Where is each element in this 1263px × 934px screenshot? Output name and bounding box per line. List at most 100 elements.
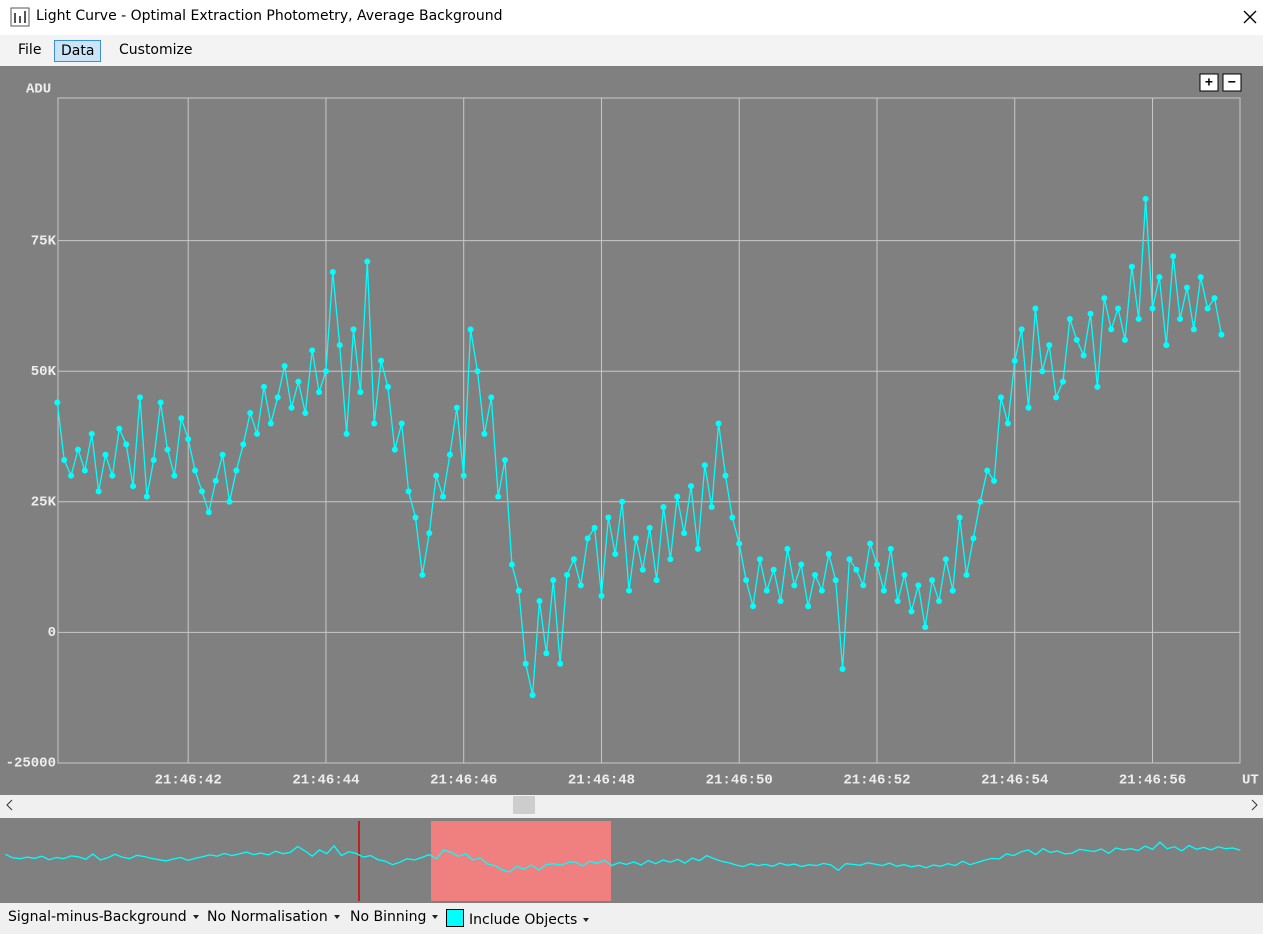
data-point bbox=[660, 504, 667, 511]
normalisation-dropdown[interactable]: No Normalisation bbox=[207, 909, 340, 925]
data-point bbox=[198, 488, 205, 495]
data-point bbox=[763, 587, 770, 594]
data-point bbox=[722, 472, 729, 479]
data-point bbox=[577, 582, 584, 589]
data-point bbox=[832, 577, 839, 584]
data-point bbox=[467, 326, 474, 333]
data-point bbox=[419, 571, 426, 578]
title-bar: Light Curve - Optimal Extraction Photome… bbox=[0, 0, 1263, 35]
signal-dropdown[interactable]: Signal-minus-Background bbox=[8, 909, 199, 925]
data-point bbox=[977, 498, 984, 505]
data-point bbox=[1053, 394, 1060, 401]
data-point bbox=[873, 561, 880, 568]
close-button[interactable] bbox=[1242, 9, 1258, 25]
data-point bbox=[1101, 295, 1108, 302]
data-point bbox=[708, 504, 715, 511]
data-point bbox=[991, 477, 998, 484]
objects-dropdown[interactable]: Include Objects bbox=[446, 909, 590, 928]
data-point bbox=[543, 650, 550, 657]
data-point bbox=[378, 357, 385, 364]
data-point bbox=[777, 598, 784, 605]
data-point bbox=[453, 404, 460, 411]
scroll-thumb[interactable] bbox=[513, 796, 535, 814]
data-point bbox=[729, 514, 736, 521]
data-point bbox=[316, 389, 323, 396]
window-title: Light Curve - Optimal Extraction Photome… bbox=[36, 8, 503, 24]
data-point bbox=[68, 472, 75, 479]
menu-item[interactable]: File bbox=[18, 42, 42, 58]
zoom-in-button[interactable] bbox=[1199, 73, 1219, 92]
data-point bbox=[143, 493, 150, 500]
data-point bbox=[1170, 253, 1177, 260]
data-point bbox=[529, 692, 536, 699]
zoom-out-button[interactable] bbox=[1222, 73, 1242, 92]
data-point bbox=[295, 378, 302, 385]
scroll-right[interactable] bbox=[1251, 799, 1258, 811]
data-point bbox=[136, 394, 143, 401]
scroll-left[interactable] bbox=[6, 799, 13, 811]
data-point bbox=[433, 472, 440, 479]
data-point bbox=[1094, 383, 1101, 390]
y-axis-label: ADU bbox=[26, 82, 51, 98]
x-tick-label: 21:46:50 bbox=[706, 773, 773, 789]
data-point bbox=[867, 540, 874, 547]
data-point bbox=[192, 467, 199, 474]
data-point bbox=[116, 425, 123, 432]
data-point bbox=[481, 430, 488, 437]
dropdown-label: Signal-minus-Background bbox=[8, 909, 187, 925]
scrollbar-graphics bbox=[6, 796, 1258, 814]
data-point bbox=[1059, 378, 1066, 385]
menu-item[interactable]: Data bbox=[54, 40, 102, 62]
data-point bbox=[1004, 420, 1011, 427]
data-point bbox=[309, 347, 316, 354]
x-tick-label: 21:46:54 bbox=[981, 773, 1048, 789]
data-point bbox=[1011, 357, 1018, 364]
data-point bbox=[515, 587, 522, 594]
data-point bbox=[1163, 342, 1170, 349]
data-point bbox=[164, 446, 171, 453]
y-tick-label: 50K bbox=[31, 364, 57, 380]
binning-dropdown[interactable]: No Binning bbox=[350, 909, 439, 925]
overview-selection[interactable] bbox=[431, 821, 611, 901]
data-point bbox=[212, 477, 219, 484]
data-point bbox=[1156, 274, 1163, 281]
y-tick-label: -25000 bbox=[6, 756, 56, 772]
data-point bbox=[791, 582, 798, 589]
data-point bbox=[95, 488, 102, 495]
data-point bbox=[1115, 305, 1122, 312]
dropdown-label: No Normalisation bbox=[207, 909, 328, 925]
data-point bbox=[1087, 310, 1094, 317]
data-point bbox=[343, 430, 350, 437]
data-point bbox=[440, 493, 447, 500]
data-point bbox=[1190, 326, 1197, 333]
data-point bbox=[364, 258, 371, 265]
menu-item[interactable]: Customize bbox=[119, 42, 193, 58]
data-point bbox=[1183, 284, 1190, 291]
data-point bbox=[942, 556, 949, 563]
data-point bbox=[805, 603, 812, 610]
data-point bbox=[54, 399, 61, 406]
scrollbar[interactable] bbox=[0, 795, 1263, 818]
data-point bbox=[329, 268, 336, 275]
data-point bbox=[302, 410, 309, 416]
color-swatch[interactable] bbox=[446, 909, 464, 927]
zoom-out-label[interactable]: − bbox=[1228, 76, 1236, 92]
y-tick-label: 0 bbox=[48, 625, 56, 641]
data-point bbox=[1025, 404, 1032, 411]
data-point bbox=[653, 577, 660, 584]
data-point bbox=[536, 598, 543, 605]
data-point bbox=[446, 451, 453, 458]
data-point bbox=[398, 420, 405, 427]
data-point bbox=[550, 577, 557, 584]
data-point bbox=[825, 551, 832, 558]
data-point bbox=[205, 509, 212, 516]
data-point bbox=[908, 608, 915, 615]
data-point bbox=[701, 462, 708, 469]
zoom-in-label[interactable]: + bbox=[1205, 76, 1213, 92]
data-point bbox=[591, 524, 598, 531]
x-axis-label: UT bbox=[1242, 773, 1259, 789]
overview[interactable] bbox=[0, 818, 1263, 903]
data-point bbox=[1218, 331, 1225, 338]
data-point bbox=[880, 587, 887, 594]
data-point bbox=[839, 665, 846, 672]
